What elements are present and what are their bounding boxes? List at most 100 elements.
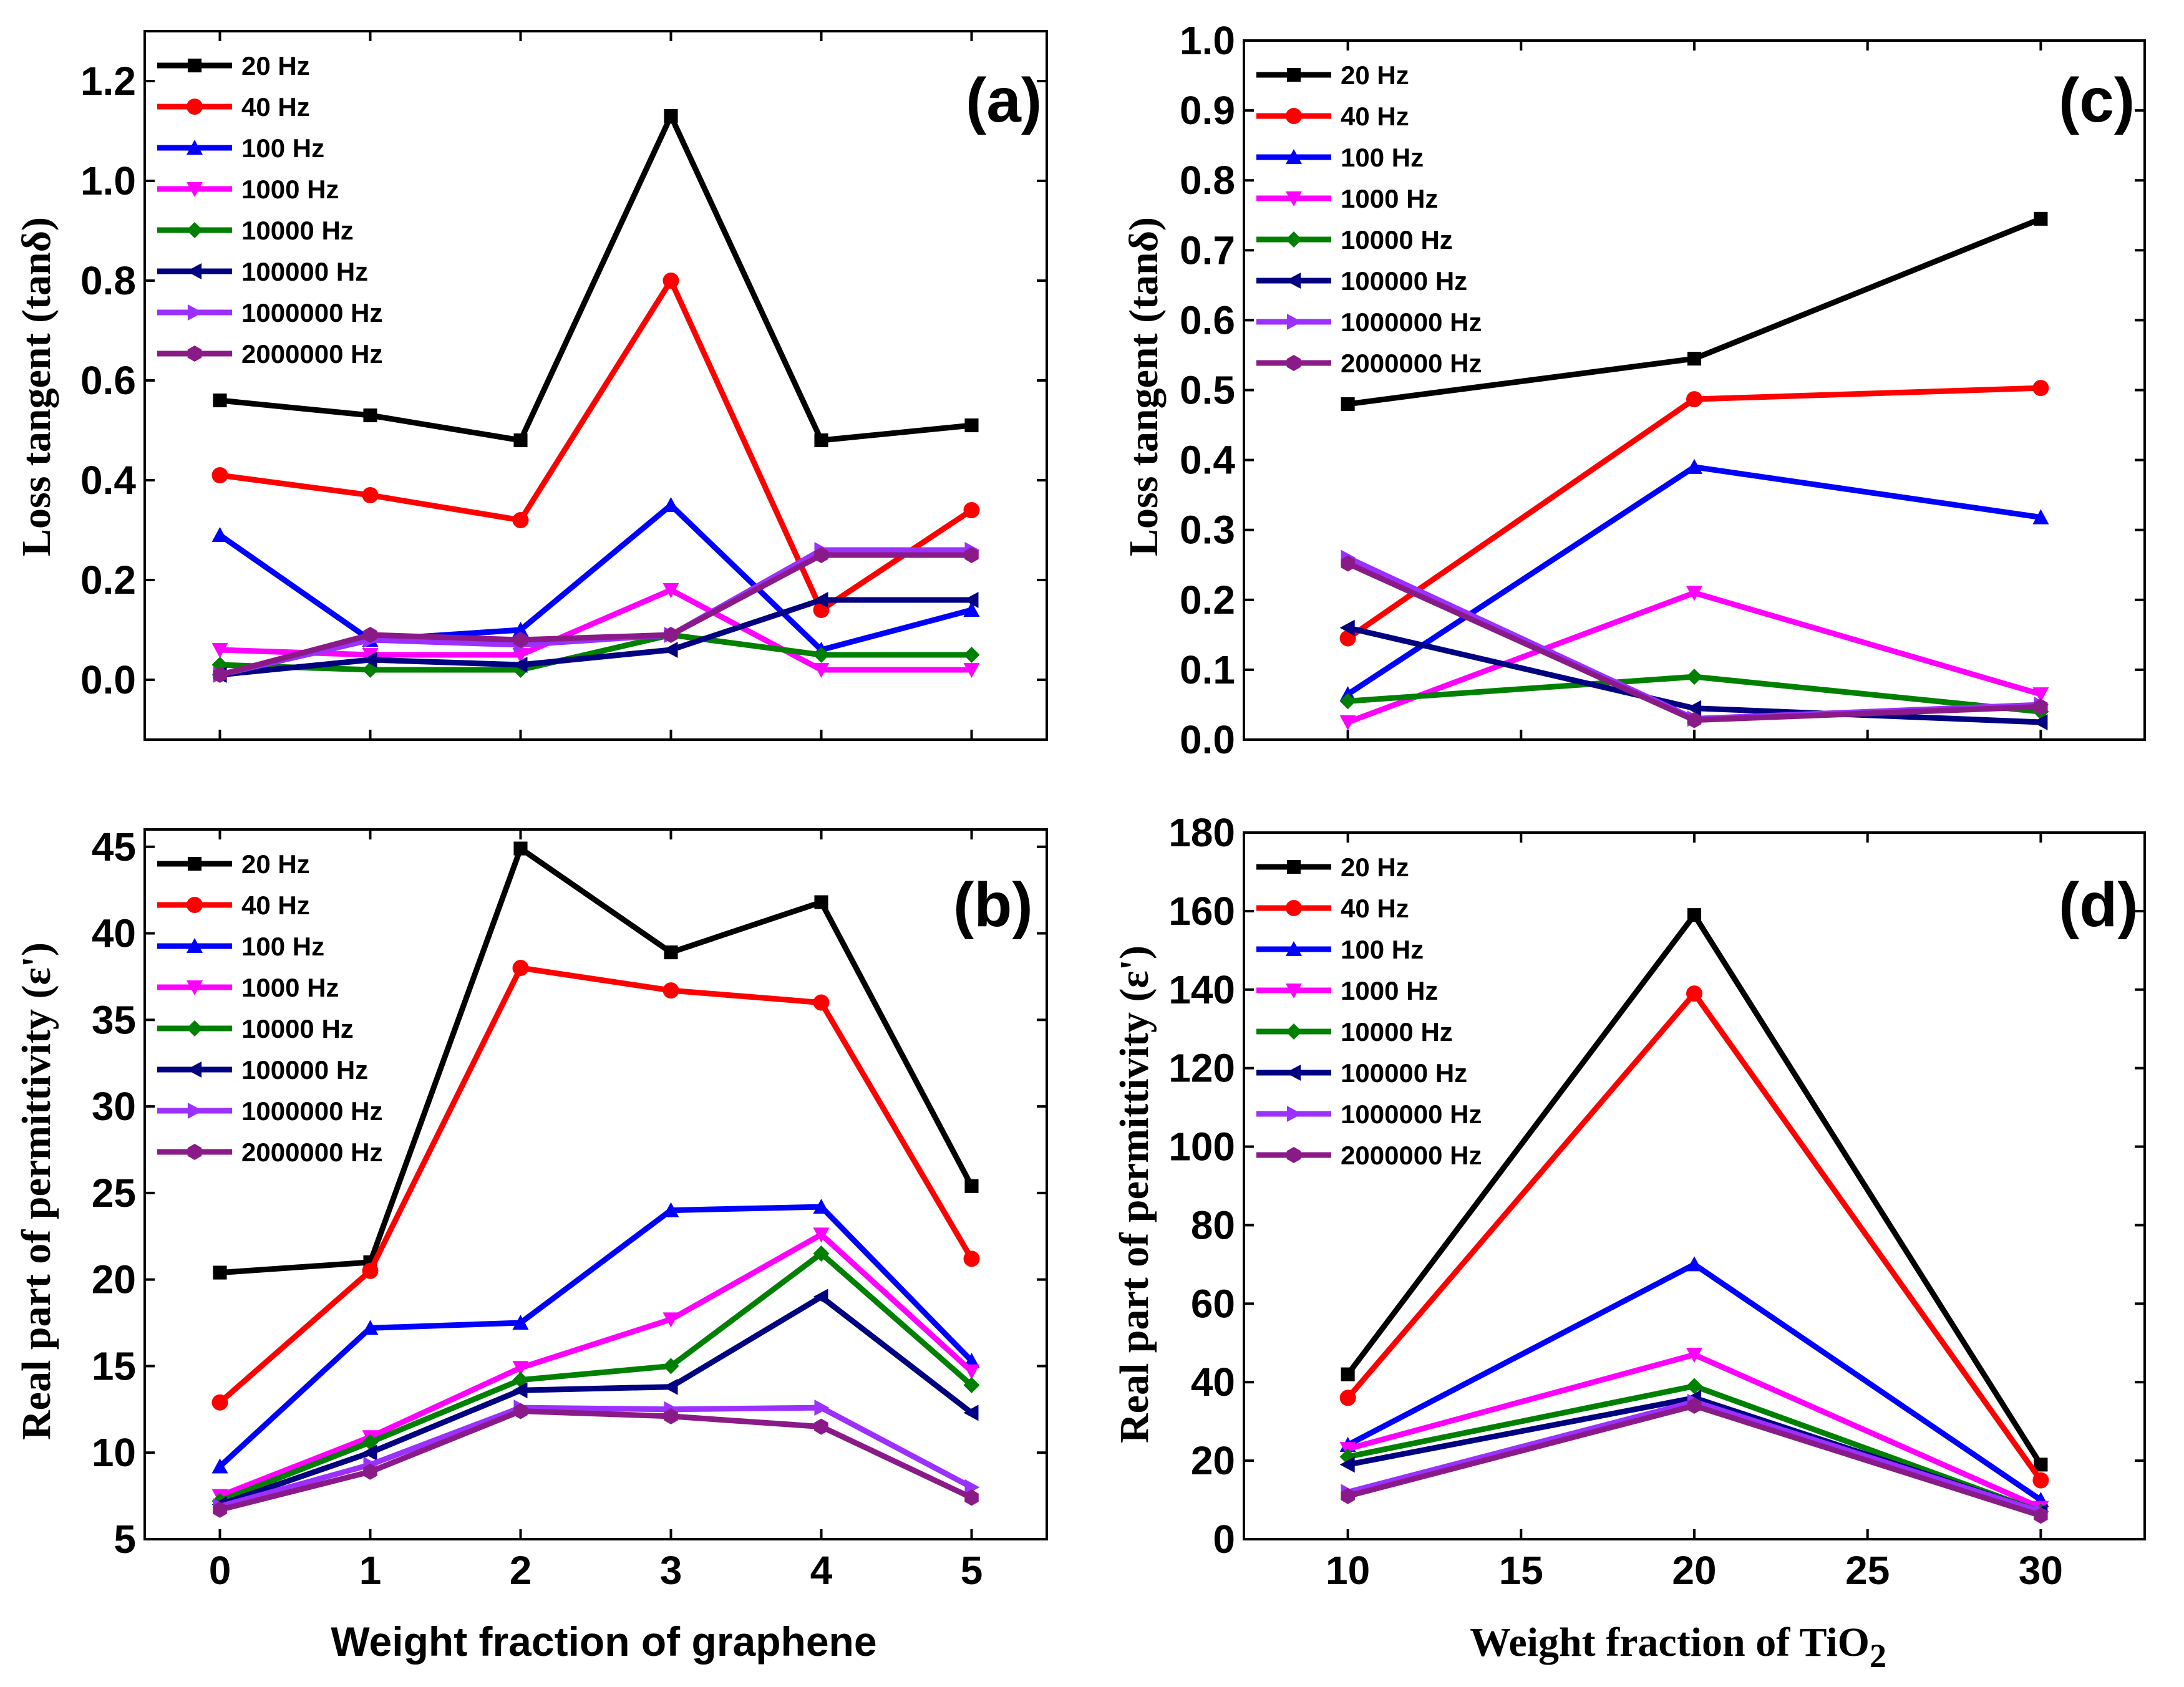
data-point xyxy=(1686,391,1702,408)
legend-item: 2000000 Hz xyxy=(1256,1141,1482,1170)
data-point xyxy=(662,497,679,512)
y-tick-label: 5 xyxy=(114,1517,136,1562)
series-40-hz xyxy=(1339,985,2049,1489)
legend-label: 2000000 Hz xyxy=(1341,1141,1482,1170)
legend-label: 20 Hz xyxy=(241,51,310,80)
legend-item: 100 Hz xyxy=(157,932,324,961)
legend-label: 20 Hz xyxy=(1341,853,1409,882)
x-tick-label: 15 xyxy=(1499,1548,1543,1593)
legend-label: 100 Hz xyxy=(241,932,324,961)
series-20-hz xyxy=(213,109,979,448)
series-line xyxy=(219,278,973,613)
y-tick-label: 0 xyxy=(1213,1517,1235,1562)
data-point xyxy=(662,1312,679,1328)
legend-label: 1000 Hz xyxy=(241,175,339,204)
data-point xyxy=(964,547,979,563)
series-10000-hz xyxy=(211,1245,980,1509)
legend-label: 1000 Hz xyxy=(1341,184,1438,213)
legend-label: 40 Hz xyxy=(1341,102,1409,131)
y-tick-label: 15 xyxy=(92,1343,136,1388)
legend-label: 1000 Hz xyxy=(1341,976,1438,1005)
y-tick-label: 10 xyxy=(92,1430,136,1475)
y-tick-label: 40 xyxy=(92,911,136,956)
x-tick-label: 10 xyxy=(1326,1548,1370,1593)
legend-label: 40 Hz xyxy=(241,92,310,122)
x-axis-title: Weight fraction of graphene xyxy=(331,1618,876,1665)
data-point xyxy=(813,994,830,1011)
legend-marker xyxy=(1286,1147,1301,1163)
legend-item: 1000 Hz xyxy=(1256,976,1438,1005)
legend-item: 1000 Hz xyxy=(157,175,339,204)
y-tick-label: 0.6 xyxy=(1180,297,1235,342)
data-point xyxy=(1339,1390,1356,1406)
legend-marker xyxy=(1286,108,1302,124)
data-point xyxy=(662,1202,679,1217)
series-line xyxy=(219,1404,973,1509)
data-point xyxy=(813,592,828,608)
data-point xyxy=(1341,1487,1355,1504)
legend-label: 2000000 Hz xyxy=(241,339,383,369)
legend-marker xyxy=(1286,191,1302,206)
legend-item: 20 Hz xyxy=(157,51,310,80)
plot-frame xyxy=(143,30,1048,741)
legend-label: 10000 Hz xyxy=(241,1014,354,1043)
legend-item: 100000 Hz xyxy=(157,257,368,286)
legend-label: 2000000 Hz xyxy=(241,1138,383,1167)
legend-marker xyxy=(1286,231,1302,248)
data-point xyxy=(362,1262,379,1279)
data-point xyxy=(1687,908,1702,922)
x-tick-label: 1 xyxy=(359,1548,382,1593)
data-point xyxy=(814,433,828,448)
data-point xyxy=(813,663,830,678)
series-line xyxy=(218,1204,974,1469)
data-point xyxy=(2032,509,2049,524)
series-line xyxy=(218,1232,974,1499)
x-tick-label: 25 xyxy=(1845,1548,1890,1593)
data-point xyxy=(513,632,528,648)
data-point xyxy=(513,841,528,856)
legend-item: 100000 Hz xyxy=(1256,1058,1467,1088)
panel-label: (a) xyxy=(966,65,1042,135)
data-point xyxy=(211,467,228,483)
panel-label: (b) xyxy=(953,870,1033,940)
data-point xyxy=(1341,397,1355,411)
y-tick-label: 1.0 xyxy=(1180,18,1235,63)
data-point xyxy=(512,648,529,663)
data-point xyxy=(2032,687,2049,703)
series-1000-hz xyxy=(211,583,980,678)
y-tick-label: 45 xyxy=(92,824,136,869)
y-tick-label: 160 xyxy=(1168,889,1235,934)
legend-item: 1000 Hz xyxy=(157,973,339,1002)
legend-label: 100 Hz xyxy=(1341,143,1424,172)
data-point xyxy=(1686,458,1702,474)
x-tick-label: 20 xyxy=(1672,1548,1716,1593)
data-point xyxy=(963,1250,980,1267)
x-axis-title-subscript: 2 xyxy=(1870,1637,1886,1675)
y-tick-label: 1.2 xyxy=(80,59,136,104)
legend-item: 100000 Hz xyxy=(1256,266,1467,296)
legend-marker xyxy=(1286,1023,1302,1040)
legend-item: 1000 Hz xyxy=(1256,184,1438,213)
data-point xyxy=(363,627,377,643)
legend-item: 1000000 Hz xyxy=(157,298,383,327)
data-point xyxy=(362,652,377,668)
y-axis-title: Real part of permittivity (ε') xyxy=(1112,945,1157,1443)
y-tick-label: 0.0 xyxy=(80,657,136,702)
legend-item: 100 Hz xyxy=(1256,143,1424,172)
legend-marker xyxy=(187,1061,202,1078)
data-point xyxy=(1686,669,1702,685)
y-tick-label: 0.8 xyxy=(80,258,136,303)
series-2000000-hz xyxy=(1341,1398,2048,1524)
series-100000-hz xyxy=(211,1288,979,1513)
x-axis-title-main: Weight fraction of TiO xyxy=(1470,1620,1870,1665)
series-line xyxy=(220,846,974,1276)
legend-label: 100000 Hz xyxy=(1341,1058,1467,1088)
panel-label: (c) xyxy=(2059,65,2135,135)
series-40-hz xyxy=(211,960,980,1411)
y-tick-label: 180 xyxy=(1168,810,1235,855)
legend-label: 2000000 Hz xyxy=(1341,349,1482,378)
data-point xyxy=(512,1382,528,1399)
y-tick-label: 0.9 xyxy=(1180,88,1235,133)
legend-label: 100000 Hz xyxy=(1341,266,1467,296)
y-tick-label: 0.6 xyxy=(80,358,136,403)
